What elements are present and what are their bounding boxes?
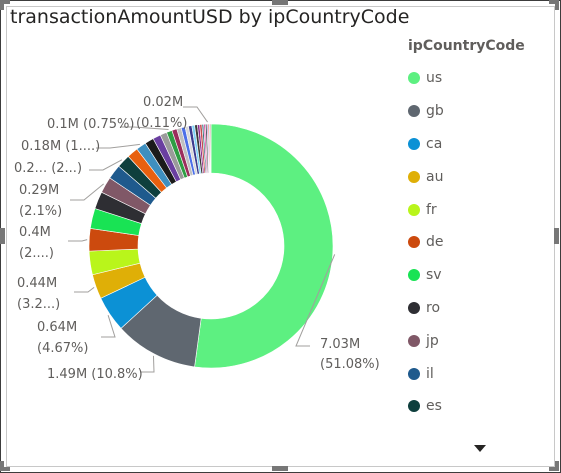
legend-item-us[interactable]: us [408,62,444,95]
legend-label: sv [426,267,442,284]
leader-line-jp [70,183,104,201]
legend-dot-icon [408,203,420,216]
legend-item-fr[interactable]: fr [408,193,444,226]
leader-line-ca [101,315,116,338]
legend-dot-icon [408,301,420,314]
legend-dot-icon [408,367,420,380]
data-label-de: (2....) [19,246,54,261]
slice-us[interactable] [194,123,334,369]
legend-label: ca [426,135,443,152]
data-label-ca: (4.67%) [37,341,88,356]
slice-other-32[interactable] [209,123,212,174]
data-label-us: 7.03M [320,337,360,352]
legend-label: es [426,398,442,415]
resize-handle-right[interactable] [554,228,559,244]
data-label-es: 0.2... (2...) [14,161,82,176]
legend-dot-icon [408,105,420,118]
legend-label: jp [426,332,439,349]
resize-handle-bottom[interactable] [272,466,288,471]
legend-dot-icon [408,72,420,85]
leader-line-gb [140,355,155,373]
data-label-de: 0.4M [19,225,51,240]
resize-corner-bottom-left-v[interactable] [0,461,4,471]
legend-dot-icon [408,170,420,183]
legend-scroll-down-icon[interactable] [474,445,486,452]
chart-title: transactionAmountUSD by ipCountryCode [10,6,410,28]
legend-item-de[interactable]: de [408,226,444,259]
legend-label: au [426,168,444,185]
data-label-jp: 0.29M [19,183,59,198]
legend-item-jp[interactable]: jp [408,324,444,357]
legend-item-au[interactable]: au [408,160,444,193]
legend-label: fr [426,201,437,218]
data-label-jp: (2.1%) [19,204,62,219]
resize-corner-top-right[interactable] [549,0,559,4]
resize-corner-bottom-left[interactable] [0,467,10,471]
resize-corner-bottom-right-v[interactable] [555,461,559,471]
legend-item-gb[interactable]: gb [408,95,444,128]
legend: us gb ca au fr de sv ro jp il es [408,62,444,423]
legend-item-ca[interactable]: ca [408,128,444,161]
legend-dot-icon [408,236,420,249]
data-label-other-16: 0.1M (0.75%) [47,117,134,132]
resize-corner-top-left[interactable] [0,0,10,4]
resize-corner-top-right-v[interactable] [555,0,559,10]
legend-dot-icon [408,400,420,413]
legend-label: de [426,234,444,251]
resize-corner-bottom-right[interactable] [549,467,559,471]
legend-label: gb [426,103,444,120]
leader-lines [68,106,336,373]
legend-label: ro [426,299,441,316]
data-labels: 7.03M (51.08%) 1.49M (10.8%) 0.64M (4.67%) 0.… [14,95,380,382]
data-label-ca: 0.64M [37,320,77,335]
leader-line-es [89,159,123,171]
resize-handle-left[interactable] [0,228,5,244]
legend-dot-icon [408,334,420,347]
leader-line-de [68,239,88,242]
donut-slices [88,123,334,369]
resize-handle-top[interactable] [272,0,288,5]
leader-line-au [74,286,95,293]
legend-item-il[interactable]: il [408,357,444,390]
legend-item-es[interactable]: es [408,390,444,423]
leader-line-us [295,254,336,347]
data-label-us: (51.08%) [320,357,380,372]
leader-line-other-12 [96,143,140,149]
legend-item-sv[interactable]: sv [408,259,444,292]
legend-label: il [426,365,434,382]
legend-dot-icon [408,269,420,282]
data-label-other-12: 0.18M (1....) [21,139,100,154]
resize-corner-top-left-v[interactable] [0,0,4,10]
data-label-other-29: 0.02M [143,95,183,110]
legend-dot-icon [408,137,420,150]
legend-title: ipCountryCode [408,38,525,54]
data-label-other-29: (0.11%) [136,116,187,131]
data-label-gb: 1.49M (10.8%) [47,367,143,382]
data-label-au: (3.2...) [17,297,60,312]
leader-line-other-29 [183,106,208,123]
leader-line-other-16 [120,126,169,130]
data-label-au: 0.44M [17,276,57,291]
legend-label: us [426,70,443,87]
legend-item-ro[interactable]: ro [408,292,444,325]
